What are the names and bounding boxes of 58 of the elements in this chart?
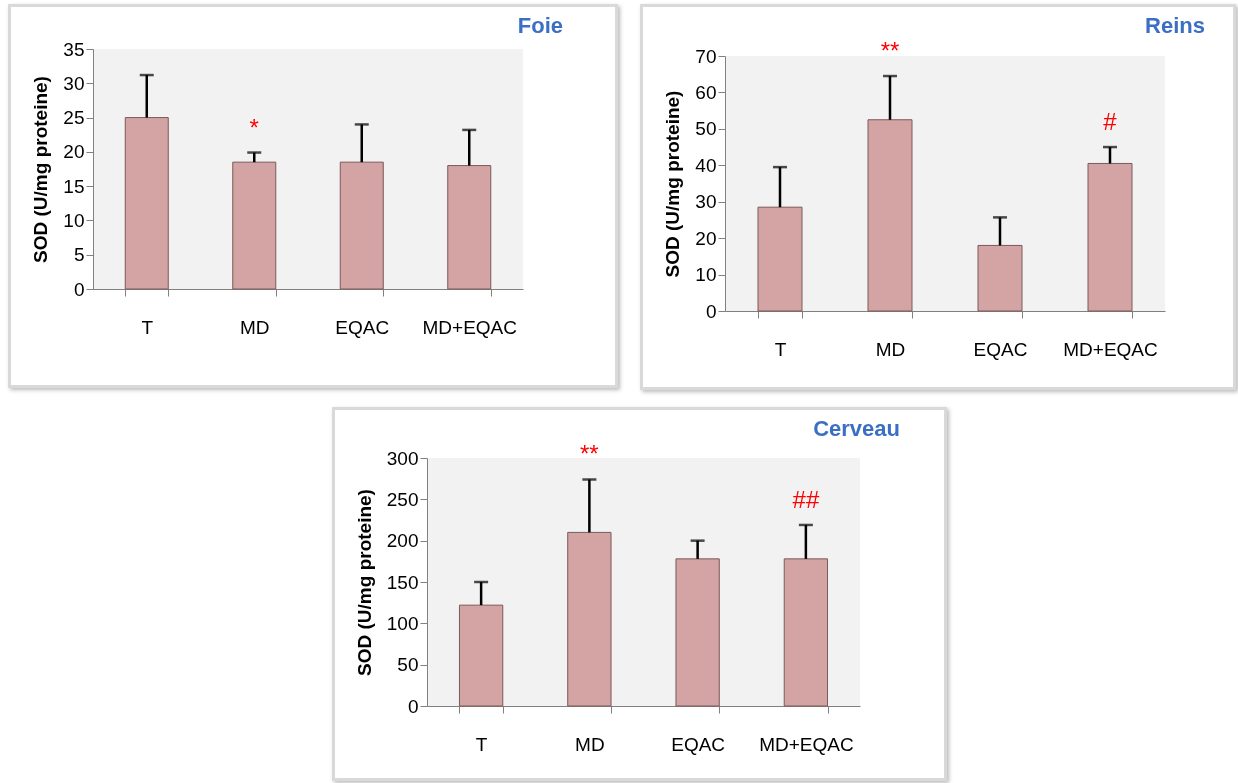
annotation: # bbox=[1103, 108, 1118, 136]
y-tick-label: 200 bbox=[386, 530, 419, 552]
bar bbox=[977, 244, 1023, 312]
bar bbox=[124, 117, 169, 290]
y-tick-label: 0 bbox=[705, 300, 717, 322]
y-tick-label: 30 bbox=[695, 191, 717, 213]
y-tick-label: 300 bbox=[386, 447, 419, 469]
x-tick-label: T bbox=[141, 316, 154, 338]
y-axis-title: SOD (U/mg proteine) bbox=[662, 90, 684, 278]
x-tick-label: MD bbox=[875, 338, 906, 360]
x-tick-label: T bbox=[475, 733, 488, 755]
bar bbox=[675, 558, 720, 707]
bar bbox=[339, 161, 384, 290]
bar bbox=[867, 119, 913, 312]
y-tick-label: 35 bbox=[63, 38, 85, 60]
bar bbox=[1087, 162, 1133, 312]
chart-title: Reins bbox=[1145, 13, 1205, 39]
annotation: ** bbox=[880, 37, 900, 65]
bar bbox=[783, 558, 829, 707]
annotation: ** bbox=[580, 440, 599, 468]
bar bbox=[757, 206, 803, 312]
y-tick-label: 50 bbox=[397, 654, 419, 676]
y-tick-label: 0 bbox=[407, 695, 419, 717]
chart-title: Foie bbox=[517, 13, 563, 38]
bar bbox=[232, 161, 277, 290]
y-tick-label: 40 bbox=[695, 154, 717, 176]
x-tick-label: MD bbox=[239, 316, 270, 338]
y-tick-label: 20 bbox=[695, 227, 717, 249]
bar bbox=[447, 165, 492, 290]
y-tick-label: 70 bbox=[695, 45, 717, 67]
x-tick-label: T bbox=[774, 338, 787, 360]
annotation: * bbox=[249, 113, 259, 141]
y-tick-label: 5 bbox=[73, 244, 85, 266]
y-axis-title: SOD (U/mg proteine) bbox=[353, 489, 375, 676]
y-axis-title: SOD (U/mg proteine) bbox=[30, 76, 52, 263]
y-tick-label: 0 bbox=[73, 278, 85, 300]
y-tick-label: 10 bbox=[63, 209, 85, 231]
x-tick-label: EQAC bbox=[335, 316, 390, 338]
chart-title: Cerveau bbox=[813, 416, 900, 442]
annotation: ## bbox=[792, 485, 820, 513]
y-tick-label: 25 bbox=[63, 107, 85, 129]
y-tick-label: 100 bbox=[386, 612, 419, 634]
x-tick-label: EQAC bbox=[973, 338, 1028, 360]
bar bbox=[567, 531, 612, 707]
y-tick-label: 10 bbox=[695, 264, 717, 286]
y-tick-label: 50 bbox=[695, 118, 717, 140]
y-tick-label: 20 bbox=[63, 141, 85, 163]
bar bbox=[458, 604, 504, 707]
x-tick-label: MD+EQAC bbox=[759, 733, 854, 755]
y-tick-label: 15 bbox=[63, 175, 85, 197]
y-tick-label: 30 bbox=[63, 72, 85, 94]
x-tick-label: MD bbox=[575, 733, 605, 755]
y-tick-label: 150 bbox=[386, 571, 419, 593]
x-tick-label: EQAC bbox=[671, 733, 726, 755]
x-tick-label: MD+EQAC bbox=[422, 316, 517, 338]
y-tick-label: 250 bbox=[386, 488, 419, 510]
x-tick-label: MD+EQAC bbox=[1063, 338, 1158, 360]
y-tick-label: 60 bbox=[695, 81, 717, 103]
